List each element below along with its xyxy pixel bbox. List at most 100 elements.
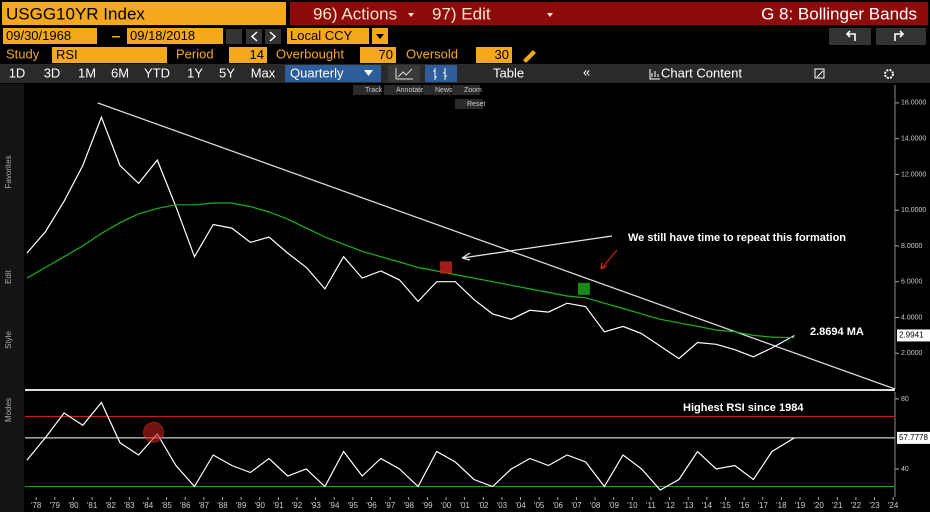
oversold-value: 30 — [495, 47, 509, 62]
x-tick-label: '90 — [255, 501, 266, 510]
x-tick-label: '17 — [758, 501, 769, 510]
y-tick-label: 2.0000 — [901, 350, 923, 357]
settings-icon[interactable] — [884, 69, 894, 79]
prev-button[interactable] — [246, 29, 262, 44]
x-tick-label: '21 — [832, 501, 843, 510]
x-tick-label: '03 — [497, 501, 508, 510]
arrow-icons — [250, 31, 277, 42]
y-tick-label: 40 — [901, 466, 909, 473]
oversold-label: Oversold — [406, 46, 458, 61]
x-tick-label: '87 — [199, 501, 210, 510]
x-tick-label: '85 — [161, 501, 172, 510]
x-tick-label: '13 — [683, 501, 694, 510]
x-tick-label: '16 — [739, 501, 750, 510]
x-tick-label: '86 — [180, 501, 191, 510]
bar-chart-button[interactable] — [425, 65, 457, 82]
study-box[interactable] — [52, 47, 167, 63]
start-date: 09/30/1968 — [6, 28, 71, 43]
x-tick-label: '23 — [869, 501, 880, 510]
y-tick-label: 10.0000 — [901, 207, 926, 214]
x-tick-label: '93 — [310, 501, 321, 510]
x-tick-label: '19 — [795, 501, 806, 510]
x-tick-label: '79 — [50, 501, 61, 510]
chart-content-button[interactable]: Chart Content — [661, 65, 742, 80]
x-tick-label: '97 — [385, 501, 396, 510]
tool-button[interactable] — [353, 85, 381, 95]
sidebar-label[interactable]: Favorites — [4, 156, 13, 189]
edit-icon[interactable] — [814, 68, 825, 79]
series-line — [26, 401, 795, 491]
period-button[interactable]: 1Y — [187, 65, 203, 80]
bar-chart-icon — [433, 68, 447, 80]
x-tick-label: '01 — [459, 501, 470, 510]
tool-button[interactable] — [455, 99, 483, 109]
period-button[interactable]: 1M — [78, 65, 96, 80]
sidebar-label[interactable]: Modes — [4, 398, 13, 422]
period-button[interactable]: 5Y — [219, 65, 235, 80]
tool-label: Zoom — [464, 87, 482, 94]
x-tick-label: '06 — [553, 501, 564, 510]
sidebar-labels: Favorites Edit Style Modes — [4, 156, 13, 422]
dropdown-arrow — [364, 70, 373, 76]
tool-button[interactable] — [384, 85, 422, 95]
calendar-button[interactable] — [226, 29, 242, 44]
x-tick-label: '84 — [143, 501, 154, 510]
tool-button[interactable] — [423, 85, 451, 95]
period-button[interactable]: 3D — [44, 65, 61, 80]
end-date: 09/18/2018 — [130, 28, 195, 43]
x-tick-label: '18 — [776, 501, 787, 510]
marker — [143, 421, 165, 443]
annotation: 2.8694 MA — [810, 326, 864, 338]
x-tick-label: '92 — [292, 501, 303, 510]
last-value-box — [897, 329, 930, 342]
y-tick-label: 14.0000 — [901, 135, 926, 142]
edit-menu[interactable]: 97) Edit — [432, 4, 491, 23]
overbought-box[interactable] — [360, 47, 396, 63]
period-box[interactable] — [229, 47, 267, 63]
study-label: Study — [6, 46, 40, 61]
table-button[interactable]: Table — [493, 65, 524, 80]
sidebar-label[interactable]: Style — [4, 331, 13, 349]
date-dash — [112, 36, 120, 38]
x-tick-label: '05 — [534, 501, 545, 510]
x-tick-label: '95 — [348, 501, 359, 510]
y-tick-label: 6.0000 — [901, 279, 923, 286]
period-button[interactable]: 6M — [111, 65, 129, 80]
sidebar-label[interactable]: Edit — [4, 269, 13, 284]
edit-pencil[interactable] — [523, 50, 536, 63]
x-tick-label: '12 — [664, 501, 675, 510]
actions-menu[interactable]: 96) Actions — [313, 4, 397, 23]
x-tick-label: '24 — [888, 501, 899, 510]
x-tick-label: '20 — [813, 501, 824, 510]
tool-label: Track — [365, 87, 383, 94]
marker — [577, 282, 590, 295]
annotation-arrow — [461, 235, 613, 261]
x-tick-label: '88 — [217, 501, 228, 510]
tool-label: Annotate — [396, 87, 424, 94]
x-tick-label: '00 — [441, 501, 452, 510]
marker — [440, 261, 453, 274]
oversold-box[interactable] — [476, 47, 512, 63]
chart-area: 2.0000 4.0000 6.0000 8.0000 10.0000 12.0000 14… — [25, 85, 930, 510]
period-label: Period — [176, 46, 214, 61]
x-tick-label: '07 — [571, 501, 582, 510]
x-tick-label: '80 — [68, 501, 79, 510]
start-date-box[interactable] — [3, 28, 97, 44]
next-button[interactable] — [265, 29, 281, 44]
frequency-box[interactable] — [285, 65, 381, 82]
chart-content-icon — [649, 69, 660, 80]
period-button[interactable]: YTD — [144, 65, 170, 80]
x-tick-label: '91 — [273, 501, 284, 510]
end-date-box[interactable] — [127, 28, 223, 44]
ticker-box[interactable] — [2, 2, 286, 25]
x-tick-label: '14 — [702, 501, 713, 510]
x-tick-label: '09 — [608, 501, 619, 510]
tool-button[interactable] — [452, 85, 480, 95]
last-value-label: 57.7778 — [899, 433, 928, 442]
period-button[interactable]: 1D — [9, 65, 26, 80]
collapse-button[interactable]: « — [583, 64, 590, 79]
currency-box[interactable] — [287, 28, 369, 44]
currency: Local CCY — [290, 28, 352, 43]
period-button[interactable]: Max — [251, 65, 276, 80]
